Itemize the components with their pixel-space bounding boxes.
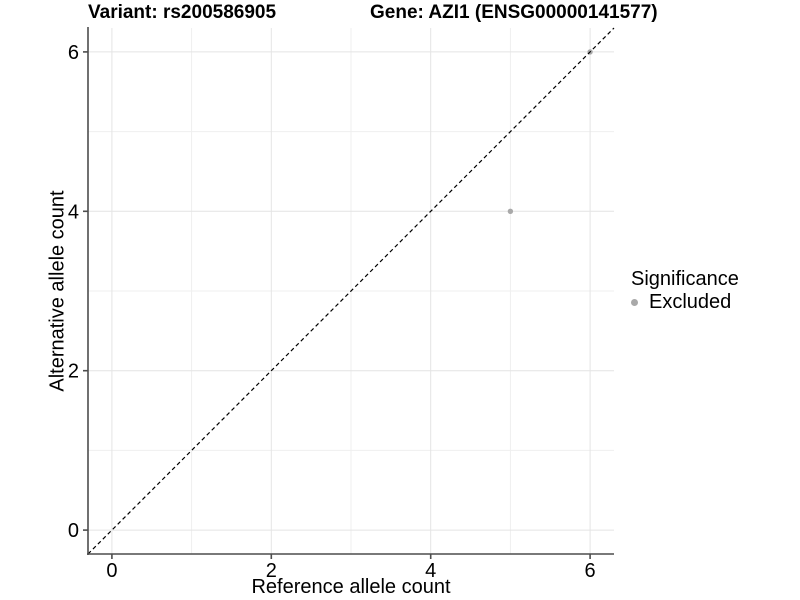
legend: Significance Excluded [631,268,739,314]
x-tick-label: 2 [266,560,277,582]
y-axis-title: Alternative allele count [46,190,69,392]
x-tick-label: 6 [585,560,596,582]
y-tick-label: 0 [68,520,79,542]
x-tick-label: 0 [106,560,117,582]
x-axis-title: Reference allele count [251,576,451,598]
legend-key [631,291,649,314]
identity-line [87,27,615,555]
plot-title-gene: Gene: AZI1 (ENSG00000141577) [370,2,658,23]
y-tick-label: 2 [68,361,79,383]
legend-item-excluded: Excluded [631,291,739,314]
legend-key-dot [631,299,638,306]
x-tick-label: 4 [425,560,436,582]
y-tick-label: 4 [68,201,79,223]
data-point [507,208,514,215]
plot-title-variant: Variant: rs200586905 [88,2,277,23]
legend-item-label: Excluded [649,291,732,313]
y-tick-label: 6 [68,42,79,64]
legend-title: Significance [631,268,739,290]
